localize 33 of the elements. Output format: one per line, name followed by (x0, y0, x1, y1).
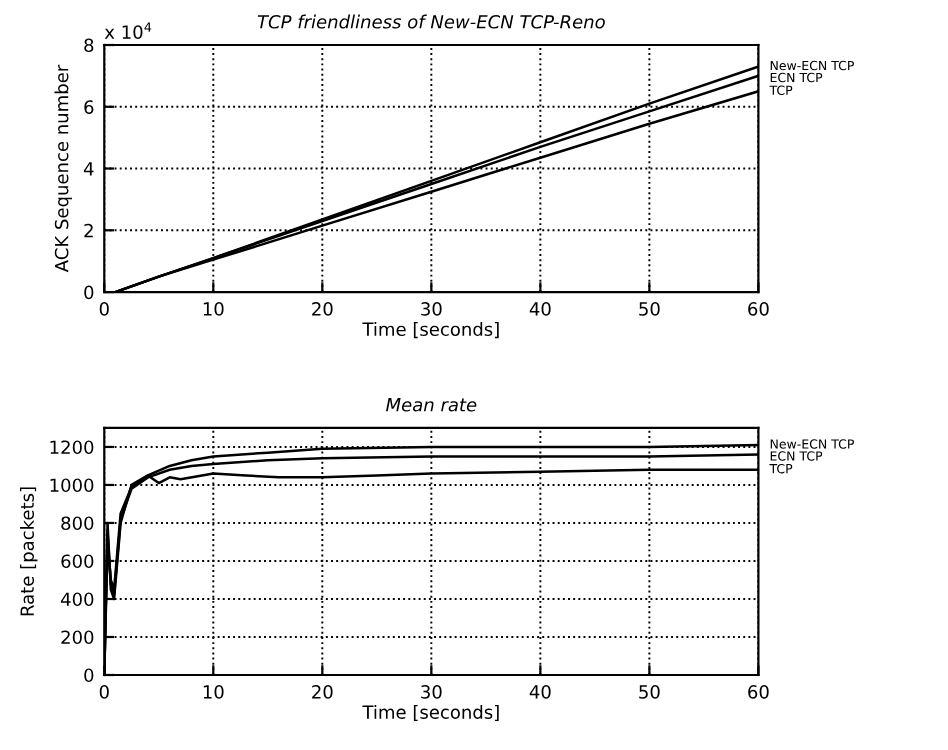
y-tick-label: 2 (84, 223, 93, 238)
x-tick-label: 30 (421, 302, 442, 316)
x-tick-label: 20 (312, 302, 333, 316)
y-tick-label: 200 (61, 630, 94, 645)
x-tick-label: 40 (529, 685, 551, 699)
x-tick-label: 60 (748, 685, 769, 699)
x-axis-title: Time [seconds] (362, 704, 499, 722)
x-tick-label: 50 (639, 302, 660, 316)
y-tick-label: 6 (84, 100, 94, 114)
y-tick-label: 1200 (50, 440, 94, 455)
y-tick-label: 400 (60, 592, 94, 607)
x-tick-label: 40 (529, 302, 551, 316)
chart-title: Mean rate (386, 398, 477, 412)
x-tick-label: 50 (639, 685, 660, 699)
y-tick-label: 4 (83, 162, 94, 176)
y-tick-label: 1000 (50, 478, 94, 493)
text: x 10$^{4}$ (104, 22, 152, 39)
y-tick-label: 8 (84, 38, 94, 53)
x-tick-label: 30 (421, 685, 442, 699)
y-tick-label: 0 (84, 668, 94, 683)
x-axis-title: Time [seconds] (362, 322, 499, 339)
y-tick-label: 600 (61, 554, 94, 569)
chart-title: TCP friendliness of New-ECN TCP-Reno (257, 14, 605, 29)
x-tick-label: 10 (203, 685, 224, 699)
x-tick-label: 60 (748, 302, 769, 316)
y-tick-label: 0 (84, 285, 94, 300)
y-axis-title: Rate [packets] (20, 487, 38, 616)
y-tick-label: 800 (61, 516, 94, 531)
x-tick-label: 20 (312, 685, 333, 699)
x-tick-label: 10 (203, 302, 224, 316)
x-tick-label: 0 (99, 685, 109, 699)
x-tick-label: 0 (99, 302, 109, 316)
y-axis-title: ACK Sequence number (54, 64, 72, 273)
